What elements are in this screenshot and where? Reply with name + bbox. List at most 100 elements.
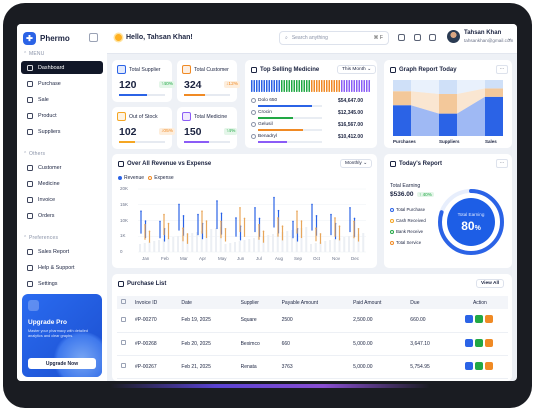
distribution-stripe bbox=[316, 80, 318, 92]
customer-icon bbox=[27, 164, 33, 171]
stat-progress bbox=[184, 94, 230, 96]
background-volume-bar bbox=[177, 236, 179, 252]
top-selling-title: Top Selling Medicine bbox=[260, 67, 320, 73]
revenue-point bbox=[330, 213, 332, 216]
y-tick-label: 1K bbox=[120, 233, 126, 239]
expense-point bbox=[319, 233, 322, 235]
view-icon[interactable] bbox=[464, 361, 473, 370]
total-earning-label: Total Earning bbox=[390, 183, 421, 189]
medicine-name: Gelusil bbox=[258, 122, 273, 127]
graph-band bbox=[411, 91, 439, 114]
delete-icon[interactable] bbox=[484, 315, 493, 324]
distribution-stripe bbox=[351, 80, 353, 92]
user-avatar[interactable] bbox=[447, 30, 460, 43]
settings-icon[interactable] bbox=[398, 34, 405, 41]
distribution-stripe bbox=[321, 80, 323, 92]
edit-icon[interactable] bbox=[474, 315, 483, 324]
period-select[interactable]: This Month ⌄ bbox=[337, 65, 377, 74]
select-all-checkbox[interactable] bbox=[117, 296, 131, 309]
medicine-progress bbox=[258, 117, 322, 119]
more-options-button[interactable]: ··· bbox=[496, 159, 508, 168]
stat-change-value: 05% bbox=[163, 129, 174, 134]
sidebar-item-label: Customer bbox=[38, 164, 62, 171]
view-icon[interactable] bbox=[464, 338, 473, 347]
medicine-row[interactable]: Benadryl $10,412.00 bbox=[251, 134, 363, 144]
distribution-stripe bbox=[318, 80, 320, 92]
monthly-select[interactable]: Monthly ⌄ bbox=[340, 159, 373, 168]
sidebar-item-help-support[interactable]: Help & Support bbox=[21, 261, 103, 274]
distribution-stripe bbox=[313, 80, 315, 92]
sidebar-item-label: Medicine bbox=[38, 180, 60, 187]
graph-category-label: Purchases bbox=[393, 139, 416, 144]
x-tick-label: Oct bbox=[313, 256, 321, 261]
sidebar-item-settings[interactable]: Settings bbox=[21, 277, 103, 290]
logo-icon: ✚ bbox=[23, 32, 36, 45]
background-volume-bar bbox=[196, 232, 198, 252]
x-tick-label: Feb bbox=[161, 256, 169, 261]
delete-icon[interactable] bbox=[484, 338, 493, 347]
view-all-button[interactable]: View All bbox=[476, 279, 505, 288]
sidebar-item-medicine[interactable]: Medicine bbox=[21, 177, 103, 190]
chevron-down-icon[interactable]: ⌄ bbox=[507, 36, 513, 42]
sidebar-item-sales-report[interactable]: Sales Report bbox=[21, 245, 103, 258]
revenue-point bbox=[273, 196, 275, 199]
sidebar-item-customer[interactable]: Customer bbox=[21, 161, 103, 174]
medicine-row[interactable]: Crocin $12,345.00 bbox=[251, 110, 363, 120]
more-options-button[interactable]: ··· bbox=[496, 65, 508, 74]
sidebar-item-suppliers[interactable]: Suppliers bbox=[21, 125, 103, 138]
upgrade-now-button[interactable]: Upgrade Now bbox=[28, 358, 96, 369]
medicine-row[interactable]: Dolo 650 $54,647.00 bbox=[251, 98, 363, 108]
sidebar-item-dashboard[interactable]: Dashboard bbox=[21, 61, 103, 74]
table-row[interactable]: #P-00267 Feb 21, 2025 Renata 3763 5,000.00 5,… bbox=[117, 355, 508, 379]
delete-icon[interactable] bbox=[484, 361, 493, 370]
expense-point bbox=[338, 225, 341, 227]
background-volume-bar bbox=[338, 238, 341, 252]
table-cell: 5,000.00 bbox=[349, 355, 407, 379]
purchase-table: Invoice ID Date Supplier Payable Amount Paid… bbox=[117, 296, 508, 379]
revenue-point bbox=[197, 213, 199, 216]
view-icon[interactable] bbox=[464, 315, 473, 324]
sidebar-item-invoice[interactable]: Invoice bbox=[21, 193, 103, 206]
table-row[interactable]: #P-00268 Feb 20, 2025 Beximco 660 5,000.00 3,… bbox=[117, 332, 508, 356]
table-row[interactable]: #P-00270 Feb 19, 2025 Square 2500 2,500.00 66… bbox=[117, 309, 508, 333]
table-cell: Square bbox=[236, 309, 278, 333]
sidebar-item-purchase[interactable]: Purchase bbox=[21, 77, 103, 90]
graph-bar-sales-0 bbox=[485, 96, 503, 136]
crown-icon bbox=[28, 300, 39, 311]
chart-icon bbox=[390, 67, 396, 73]
sidebar-item-product[interactable]: Product bbox=[21, 109, 103, 122]
legend-dot bbox=[390, 207, 394, 212]
stat-label: Total Medicine bbox=[194, 114, 228, 120]
edit-icon[interactable] bbox=[474, 361, 483, 370]
background-volume-bar bbox=[215, 228, 217, 252]
sidebar-collapse-icon[interactable] bbox=[89, 33, 98, 42]
stat-change-badge: ↑4% bbox=[224, 128, 238, 135]
calendar-icon[interactable] bbox=[429, 34, 436, 41]
distribution-stripe bbox=[356, 80, 358, 92]
sidebar-item-orders[interactable]: Orders bbox=[21, 209, 103, 222]
row-checkbox[interactable] bbox=[117, 309, 131, 333]
sidebar-item-label: Invoice bbox=[38, 196, 56, 203]
medicine-progress bbox=[258, 129, 322, 131]
user-name: Tahsan Khan bbox=[464, 30, 502, 36]
table-cell: #P-00270 bbox=[131, 309, 178, 333]
chart-icon bbox=[118, 161, 124, 167]
stat-change-badge: ↑40% bbox=[159, 81, 176, 88]
background-volume-bar bbox=[219, 227, 222, 252]
sidebar-item-label: Product bbox=[38, 112, 57, 119]
row-checkbox[interactable] bbox=[117, 355, 131, 379]
notification-icon[interactable] bbox=[414, 34, 421, 41]
column-header: Action bbox=[447, 296, 508, 309]
background-volume-bar bbox=[286, 231, 289, 252]
distribution-stripe bbox=[263, 80, 265, 92]
edit-icon[interactable] bbox=[474, 338, 483, 347]
distribution-stripe bbox=[256, 80, 258, 92]
expense-point bbox=[281, 225, 284, 227]
app-logo[interactable]: ✚ Phermo bbox=[23, 32, 70, 45]
sidebar-item-sale[interactable]: Sale bbox=[21, 93, 103, 106]
medicine-row[interactable]: Gelusil $16,567.00 bbox=[251, 122, 363, 132]
search-input[interactable]: ⌕ Search anything ⌘ F bbox=[279, 31, 389, 45]
stat-change-value: 40% bbox=[163, 82, 174, 87]
stat-progress bbox=[119, 94, 165, 96]
row-checkbox[interactable] bbox=[117, 332, 131, 356]
